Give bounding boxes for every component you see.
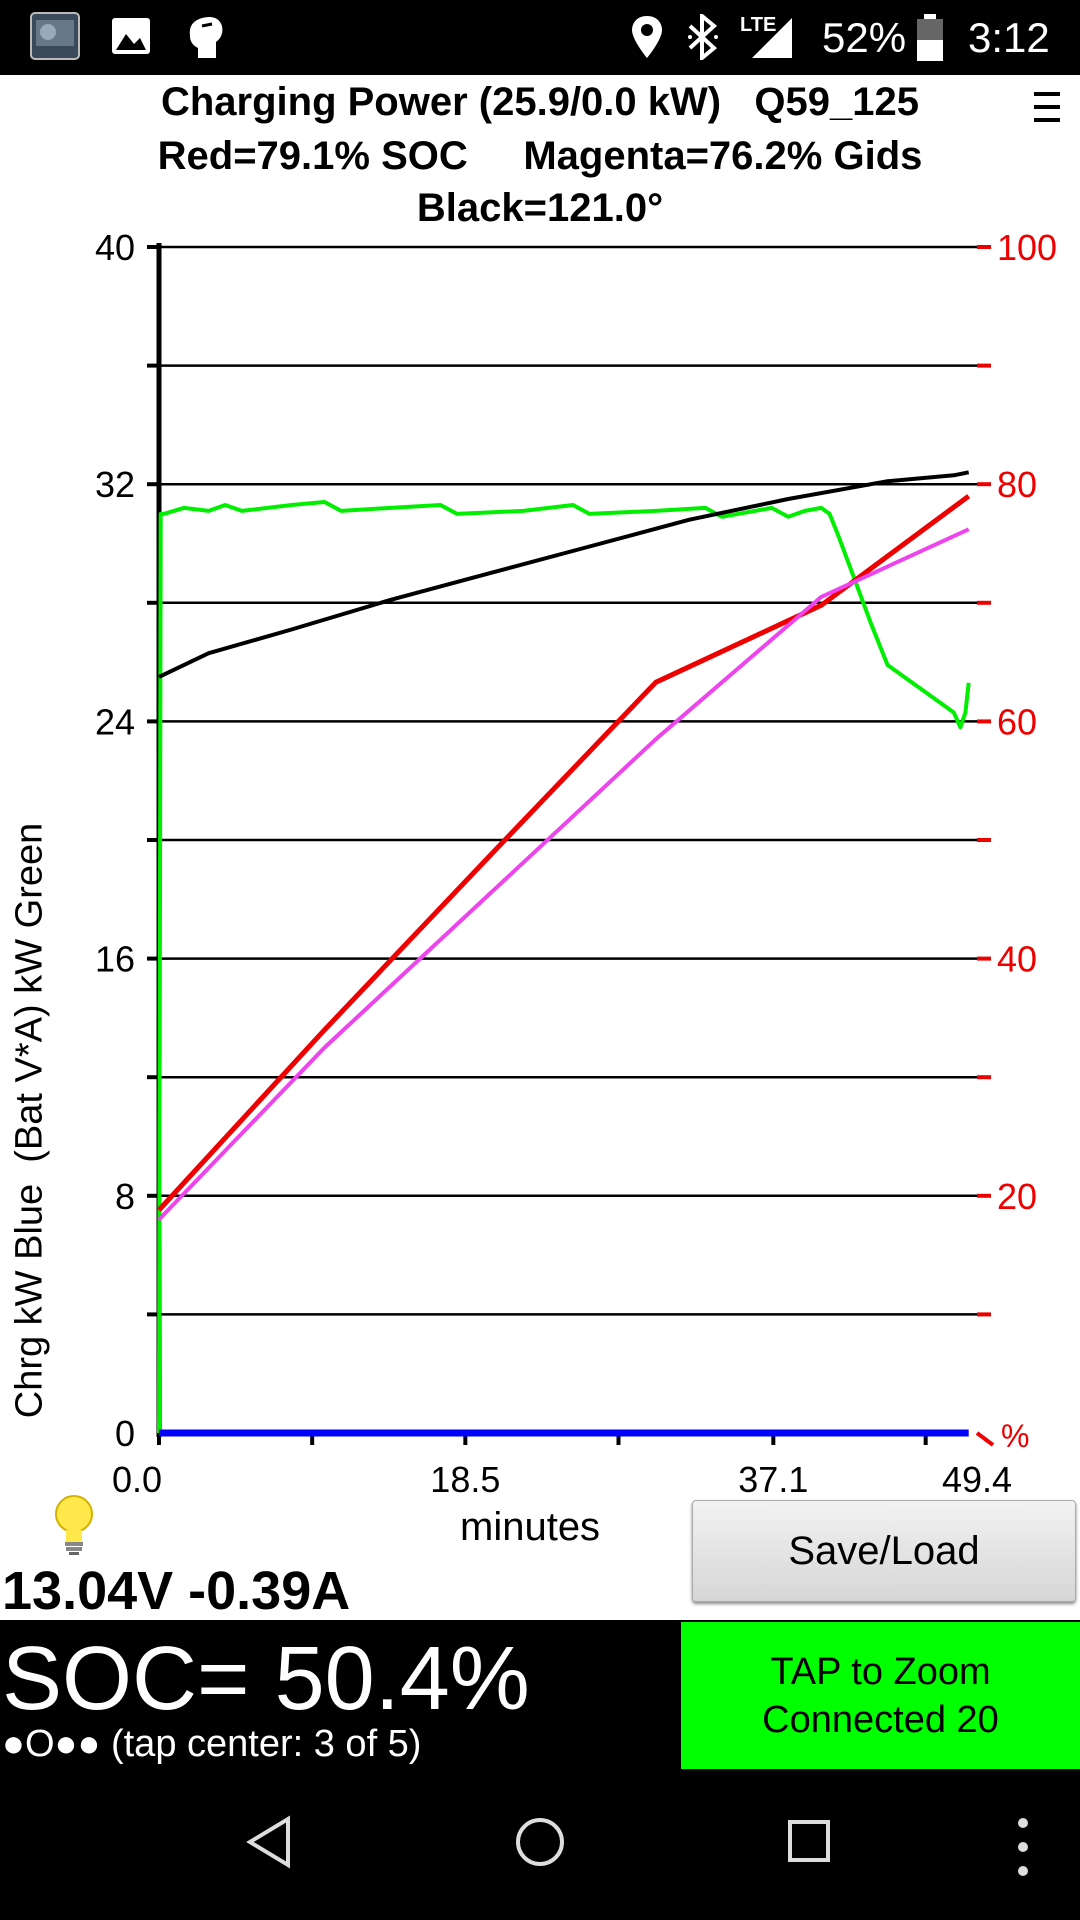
x-axis-label: minutes: [460, 1505, 601, 1549]
chart-subtitle-soc-gids: Red=79.1% SOC Magenta=76.2% Gids: [157, 134, 923, 178]
battery-percent: 52%: [822, 14, 907, 61]
zoom-label: TAP to Zoom: [770, 1650, 991, 1693]
app-thumbnail-icon: [30, 12, 80, 60]
series-line: [157, 500, 971, 1434]
recents-icon[interactable]: [786, 1815, 832, 1869]
right-tick-label: 80: [997, 464, 1037, 505]
right-tick-label: 20: [997, 1176, 1037, 1217]
lte-label: LTE: [740, 14, 777, 36]
x-tick-label: 37.1: [738, 1459, 808, 1500]
overflow-menu-icon[interactable]: [1014, 1815, 1032, 1879]
voltage-current-readout: 13.04V -0.39A: [2, 1561, 351, 1621]
left-tick-label: 16: [95, 939, 135, 980]
x-tick-label: 49.4: [942, 1459, 1012, 1500]
save-load-button[interactable]: Save/Load: [692, 1500, 1076, 1602]
location-icon: [632, 16, 662, 58]
left-tick-label: 32: [95, 464, 135, 505]
y-axis-label: Chrg kW Blue (Bat V*A) kW Green: [8, 822, 51, 1419]
series-line: [157, 527, 970, 1221]
status-bar: LTE 52% 3:12: [0, 0, 1080, 75]
soc-readout[interactable]: SOC= 50.4%: [2, 1629, 530, 1729]
right-unit-label: %: [1001, 1418, 1029, 1454]
left-tick-label: 24: [95, 701, 135, 742]
lte-signal-icon: [752, 18, 792, 58]
back-icon[interactable]: [246, 1815, 292, 1869]
x-tick-label: 18.5: [430, 1459, 500, 1500]
bluetooth-icon: [688, 14, 718, 60]
connection-status: Connected 20: [762, 1698, 999, 1741]
home-icon[interactable]: [514, 1815, 566, 1869]
chart-subtitle-temp: Black=121.0°: [416, 186, 664, 230]
battery-icon: [917, 14, 943, 61]
screen-indicator: ●O●● (tap center: 3 of 5): [2, 1723, 422, 1765]
left-tick-label: 40: [95, 227, 135, 268]
left-tick-label: 0: [115, 1413, 135, 1454]
right-tick-label: 100: [997, 227, 1057, 268]
lightbulb-icon: [55, 1495, 93, 1555]
tap-to-zoom-button[interactable]: TAP to Zoom Connected 20: [681, 1622, 1080, 1769]
chart-title: Charging Power (25.9/0.0 kW) Q59_125: [160, 80, 920, 124]
right-tick-label: 40: [997, 939, 1037, 980]
right-tick-mark: [975, 1431, 995, 1447]
hand-icon: [189, 17, 223, 58]
series-line: [158, 470, 970, 679]
image-icon: [112, 18, 150, 54]
x-tick-label: 0.0: [112, 1459, 162, 1500]
menu-icon[interactable]: [1034, 92, 1060, 131]
left-tick-label: 8: [115, 1176, 135, 1217]
clock: 3:12: [968, 14, 1050, 61]
right-tick-label: 60: [997, 701, 1037, 742]
